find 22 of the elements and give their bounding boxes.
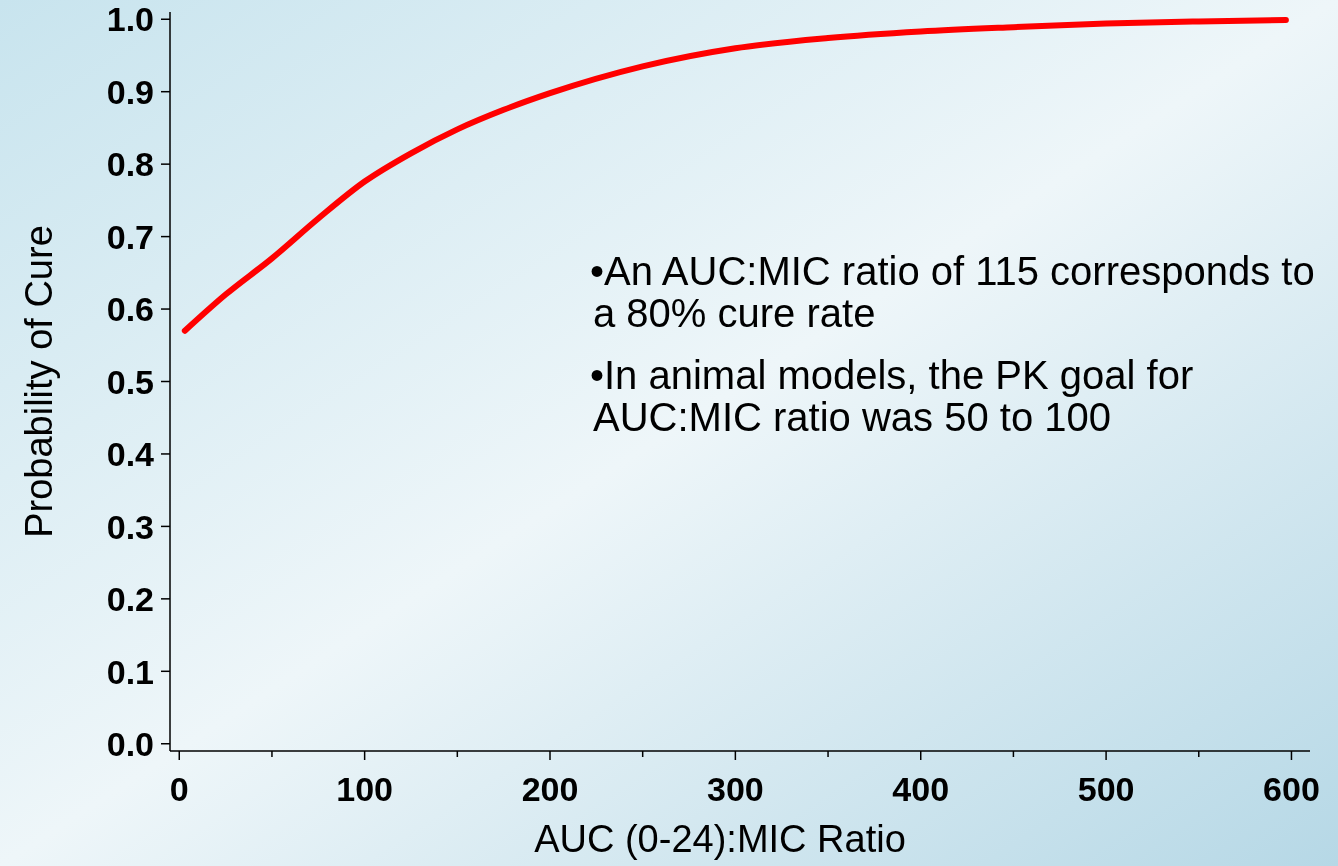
x-axis-title: AUC (0-24):MIC Ratio: [534, 818, 906, 860]
y-tick-label: 0.3: [106, 507, 154, 546]
y-tick-label: 0.9: [106, 72, 154, 111]
y-tick-label: 0.1: [106, 652, 154, 691]
x-tick-label: 500: [1077, 770, 1135, 808]
y-tick-label: 0.0: [106, 724, 154, 763]
y-tick-label: 1.0: [106, 0, 154, 39]
y-tick-label: 0.8: [106, 145, 154, 184]
x-tick-label: 100: [336, 770, 393, 808]
y-tick-label: 0.4: [106, 435, 155, 474]
x-tick-label: 200: [521, 770, 579, 808]
y-tick-label: 0.6: [106, 290, 154, 329]
y-tick-label: 0.5: [106, 362, 154, 401]
y-tick-label: 0.7: [106, 217, 154, 256]
annotation: •In animal models, the PK goal for AUC:MIC ratio was 50 to 100: [590, 353, 1194, 439]
x-tick-label: 400: [892, 770, 950, 808]
y-tick-label: 0.2: [106, 580, 154, 619]
annotation: •An AUC:MIC ratio of 115 corresponds to a 80% cure rate: [590, 249, 1315, 335]
x-tick-label: 0: [169, 770, 189, 808]
x-tick-label: 600: [1263, 770, 1320, 808]
y-axis-title: Probability of Cure: [18, 225, 60, 538]
x-tick-label: 300: [707, 770, 764, 808]
